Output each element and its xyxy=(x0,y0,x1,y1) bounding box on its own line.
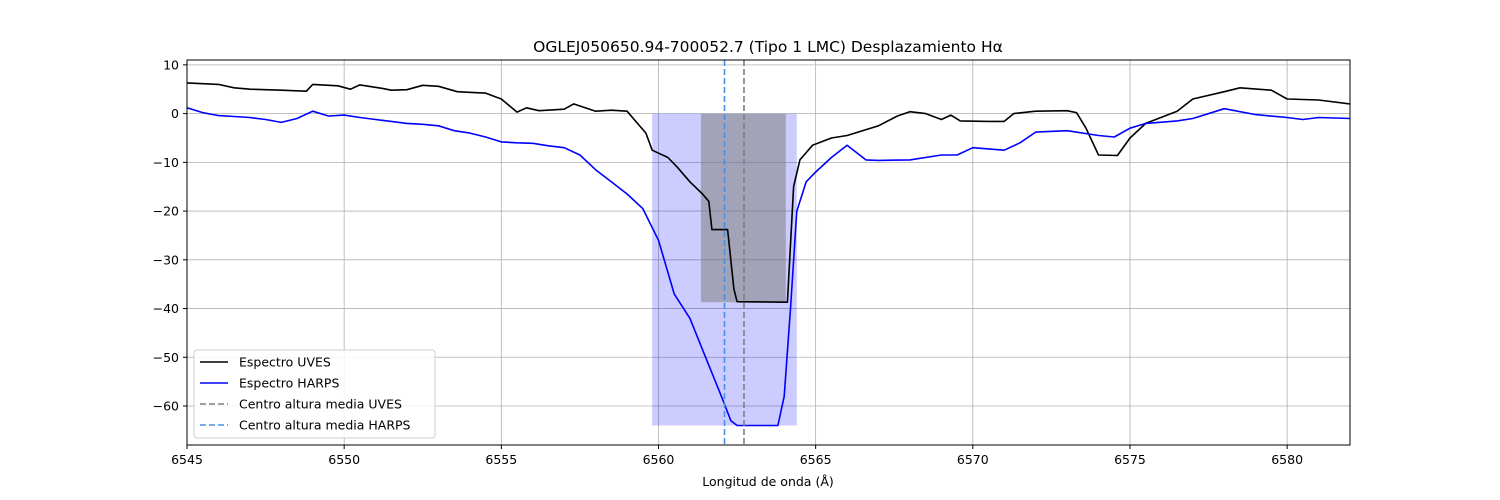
y-tick-label: −30 xyxy=(153,252,179,267)
y-tick-label: −50 xyxy=(153,350,179,365)
x-tick-label: 6570 xyxy=(957,452,989,467)
x-tick-label: 6575 xyxy=(1114,452,1146,467)
series-line-uves xyxy=(187,82,1350,303)
y-tick-label: 0 xyxy=(171,106,179,121)
chart-title: OGLEJ050650.94-700052.7 (Tipo 1 LMC) Des… xyxy=(533,38,1003,56)
y-tick-label: −20 xyxy=(153,204,179,219)
y-tick-label: −40 xyxy=(153,301,179,316)
y-tick-label: −10 xyxy=(153,155,179,170)
y-tick-label: −60 xyxy=(153,399,179,414)
y-tick-label: 10 xyxy=(163,57,179,72)
x-tick-label: 6565 xyxy=(800,452,832,467)
series-line-harps xyxy=(187,107,1350,427)
legend-label: Centro altura media UVES xyxy=(239,397,402,412)
legend-label: Espectro HARPS xyxy=(239,376,339,391)
x-tick-label: 6580 xyxy=(1271,452,1303,467)
x-tick-label: 6560 xyxy=(643,452,675,467)
x-axis-title: Longitud de onda (Å) xyxy=(702,474,834,489)
legend-box xyxy=(193,349,436,439)
plot-area: 6545 6550 6555 6560 6565 6570 6575 6580 10 0 −10 −2… xyxy=(153,57,1351,467)
x-tick-label: 6550 xyxy=(328,452,360,467)
axes-frame xyxy=(186,59,1351,446)
x-tick-label: 6545 xyxy=(171,452,203,467)
legend-label: Centro altura media HARPS xyxy=(239,418,411,433)
legend-label: Espectro UVES xyxy=(239,355,331,370)
x-tick-label: 6555 xyxy=(485,452,517,467)
